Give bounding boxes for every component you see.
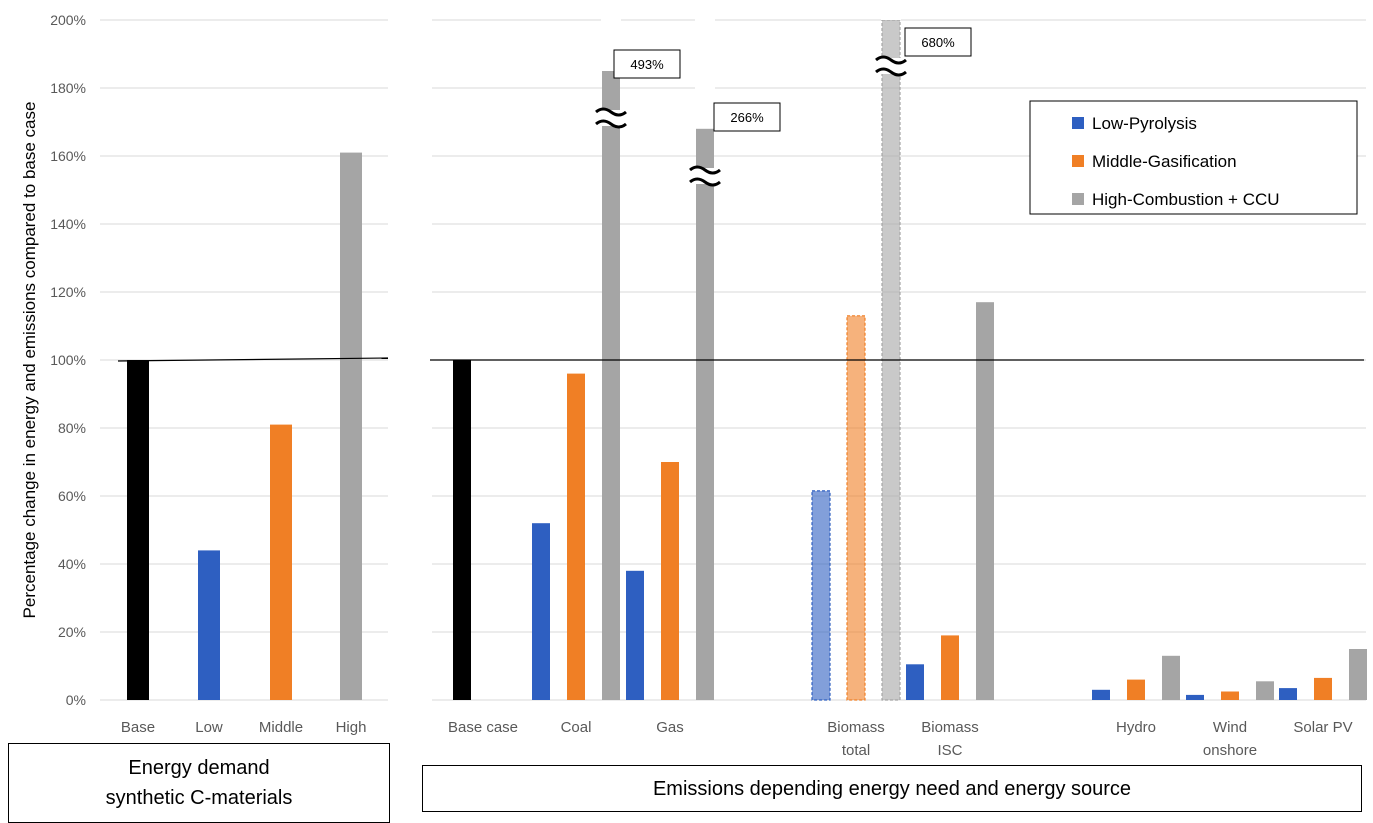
y-tick-label: 140%	[50, 216, 86, 232]
legend-swatch	[1072, 193, 1084, 205]
bar-high-combustion-ccu-hydro	[1162, 655, 1180, 700]
bar-middle-gasification-coal	[567, 373, 585, 700]
bar-middle-gasification-wind-onshore	[1221, 691, 1239, 700]
legend-label: High-Combustion + CCU	[1092, 190, 1280, 209]
category-label: Middle	[259, 719, 303, 736]
emissions-caption: Emissions depending energy need and ener…	[422, 765, 1362, 812]
bar-low-pyrolysis-coal	[532, 523, 550, 700]
y-axis-ticks: 0% 20% 40% 60% 80% 100% 120% 140% 160% 180% 200%	[50, 12, 86, 708]
category-label: Low	[195, 719, 223, 736]
category-label: Base case	[448, 719, 518, 736]
emissions-caption-text: Emissions depending energy need and ener…	[652, 777, 1132, 800]
axis-break-mark	[875, 67, 907, 77]
y-tick-label: 80%	[58, 420, 86, 436]
axis-break-mark	[875, 55, 907, 65]
legend-label: Middle-Gasification	[1092, 152, 1237, 171]
y-tick-label: 40%	[58, 556, 86, 572]
category-label: Biomass	[827, 719, 885, 736]
y-tick-label: 100%	[50, 352, 86, 368]
bar-base-case	[453, 360, 471, 700]
bar-low-pyrolysis-solar-pv	[1279, 688, 1297, 700]
bar-middle-gasification-biomass-isc	[941, 635, 959, 700]
bar-middle-gasification-solar-pv	[1314, 677, 1332, 700]
bar-low-pyrolysis-biomass-total	[811, 490, 831, 701]
legend-swatch	[1072, 155, 1084, 167]
bar-low-pyrolysis-gas	[626, 570, 644, 700]
y-tick-label: 60%	[58, 488, 86, 504]
bar-truncation-mask	[695, 15, 715, 129]
bar-middle-gasification-gas	[661, 462, 679, 700]
bar-low-pyrolysis-wind-onshore	[1186, 694, 1204, 700]
annotation-label: 493%	[630, 57, 664, 72]
y-tick-label: 120%	[50, 284, 86, 300]
left-bars	[127, 152, 362, 701]
axis-break-marks	[595, 15, 907, 187]
y-tick-label: 20%	[58, 624, 86, 640]
reference-lines	[117, 357, 1364, 362]
annotation-label: 266%	[730, 110, 764, 125]
value-annotations: 493% 266% 680%	[613, 27, 972, 132]
bar-middle-gasification-hydro	[1127, 679, 1145, 700]
bar-high	[340, 152, 362, 701]
category-label: Gas	[656, 719, 684, 736]
legend: Low-Pyrolysis Middle-Gasification High-Com…	[1029, 100, 1358, 215]
y-tick-label: 200%	[50, 12, 86, 28]
category-label: ISC	[937, 742, 962, 759]
category-label: Coal	[561, 719, 592, 736]
axis-break-mark	[595, 119, 627, 129]
category-label: Hydro	[1116, 719, 1156, 736]
axis-break-mark	[689, 165, 721, 175]
y-axis-label: Percentage change in energy and emission…	[20, 102, 39, 619]
y-tick-label: 160%	[50, 148, 86, 164]
legend-box	[1029, 100, 1358, 215]
bar-base	[127, 360, 149, 700]
bar-low	[198, 550, 220, 700]
bar-high-combustion-ccu-solar-pv	[1349, 649, 1367, 700]
y-tick-label: 0%	[66, 692, 86, 708]
bar-low-pyrolysis-biomass-isc	[906, 664, 924, 700]
legend-label: Low-Pyrolysis	[1092, 114, 1197, 133]
category-labels: Base Low Middle High Base case Coal Gas Biomass…	[121, 719, 1353, 759]
annotation-box	[904, 27, 972, 57]
bar-truncation-mask	[881, 15, 901, 20]
category-label: Wind	[1213, 719, 1247, 736]
bar-middle-gasification-biomass-total	[846, 315, 866, 701]
legend-swatch	[1072, 117, 1084, 129]
reference-line-left	[117, 357, 389, 362]
axis-break-mark	[689, 177, 721, 187]
annotation-box	[613, 49, 681, 79]
axis-break-mark	[595, 107, 627, 117]
category-label: Solar PV	[1293, 719, 1352, 736]
bar-high-combustion-ccu-biomass-isc	[976, 302, 994, 700]
category-label: total	[842, 742, 870, 759]
category-label: Biomass	[921, 719, 979, 736]
category-label: High	[336, 719, 367, 736]
bar-middle	[270, 424, 292, 700]
annotation-label: 680%	[921, 35, 955, 50]
y-tick-label: 180%	[50, 80, 86, 96]
annotation-box	[713, 102, 781, 132]
energy-demand-caption-text: Energy demand synthetic C-materials	[105, 757, 293, 809]
category-label: onshore	[1203, 742, 1257, 759]
bar-high-combustion-ccu-wind-onshore	[1256, 681, 1274, 700]
bar-low-pyrolysis-hydro	[1092, 689, 1110, 700]
energy-demand-caption: Energy demand synthetic C-materials	[8, 743, 390, 823]
category-label: Base	[121, 719, 155, 736]
